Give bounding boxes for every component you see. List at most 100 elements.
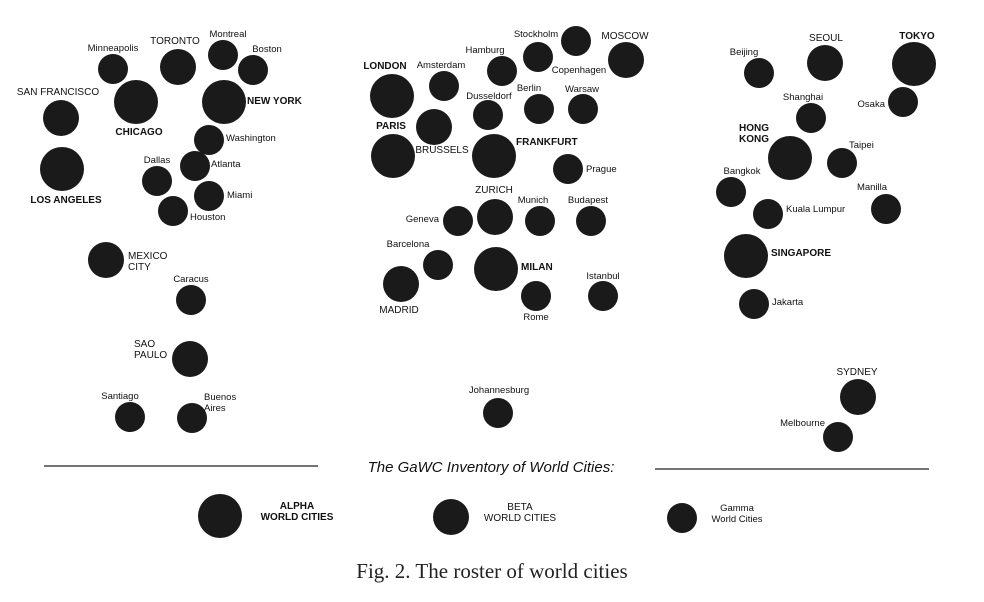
city-munich: Munich <box>518 195 555 236</box>
city-label: Barcelona <box>387 239 430 250</box>
legend-item-gamma: Gamma World Cities <box>667 503 763 533</box>
legend-label-alpha: ALPHA WORLD CITIES <box>261 501 334 523</box>
city-singapore: SINGAPORE <box>724 234 831 278</box>
city-label: CHICAGO <box>115 127 162 138</box>
city-dot-gamma <box>753 199 783 229</box>
legend-item-alpha: ALPHA WORLD CITIES <box>198 494 334 538</box>
city-geneva: Geneva <box>406 206 473 236</box>
city-label: Shanghai <box>783 92 823 103</box>
city-budapest: Budapest <box>568 195 609 236</box>
city-label: ZURICH <box>475 185 513 196</box>
city-dot-gamma <box>888 87 918 117</box>
city-kuala-lumpur: Kuala Lumpur <box>753 199 845 229</box>
city-brussels: BRUSSELS <box>415 109 469 156</box>
city-copenhagen: Copenhagen <box>523 42 606 76</box>
city-label: NEW YORK <box>247 96 303 107</box>
city-manilla: Manilla <box>857 182 901 224</box>
city-dot-gamma <box>208 40 238 70</box>
city-label: MADRID <box>379 305 418 316</box>
city-dot-gamma <box>180 151 210 181</box>
city-label: Bangkok <box>724 166 761 177</box>
city-san-francisco: SAN FRANCISCO <box>17 87 99 136</box>
city-label: Budapest <box>568 195 609 206</box>
legend-label-beta: BETA WORLD CITIES <box>484 502 557 524</box>
city-sydney: SYDNEY <box>836 367 878 415</box>
city-dot-gamma <box>553 154 583 184</box>
city-minneapolis: Minneapolis <box>88 43 139 84</box>
city-dot-gamma <box>744 58 774 88</box>
city-label: MOSCOW <box>601 31 649 42</box>
city-beijing: Beijing <box>730 47 774 88</box>
city-dot-gamma <box>483 398 513 428</box>
city-label: LONDON <box>363 61 406 72</box>
city-dot-alpha <box>472 134 516 178</box>
city-dot-alpha <box>371 134 415 178</box>
city-tokyo: TOKYO <box>892 31 936 86</box>
city-amsterdam: Amsterdam <box>417 60 465 101</box>
city-dot-beta <box>807 45 843 81</box>
city-label: Osaka <box>858 99 886 110</box>
city-dot-gamma <box>521 281 551 311</box>
city-taipei: Taipei <box>827 140 874 178</box>
city-dot-gamma <box>238 55 268 85</box>
city-label: Copenhagen <box>552 65 606 76</box>
city-dots: Minneapolis TORONTO Montreal Boston SAN FRAN… <box>17 26 936 452</box>
city-moscow: MOSCOW <box>601 31 649 78</box>
city-montreal: Montreal <box>208 29 246 70</box>
city-dot-gamma <box>487 56 517 86</box>
city-label: Berlin <box>517 83 541 94</box>
city-rome: Rome <box>521 281 551 323</box>
city-santiago: Santiago <box>101 391 145 432</box>
city-istanbul: Istanbul <box>586 271 620 311</box>
city-sao-paulo: SAO PAULO <box>134 339 208 377</box>
city-new-york: NEW YORK <box>202 80 303 124</box>
city-dot-gamma <box>524 94 554 124</box>
figure-caption: Fig. 2. The roster of world cities <box>356 559 628 583</box>
city-dot-gamma <box>739 289 769 319</box>
city-dot-gamma <box>142 166 172 196</box>
city-dot-gamma <box>523 42 553 72</box>
city-dot-alpha <box>768 136 812 180</box>
city-dot-gamma <box>716 177 746 207</box>
legend-rules: The GaWC Inventory of World Cities: <box>44 459 929 476</box>
city-jakarta: Jakarta <box>739 289 804 319</box>
city-label: Taipei <box>849 140 874 151</box>
city-dot-alpha <box>892 42 936 86</box>
city-label: Boston <box>252 44 282 55</box>
city-barcelona: Barcelona <box>387 239 453 280</box>
city-dot-beta <box>416 109 452 145</box>
city-johannesburg: Johannesburg <box>469 385 529 428</box>
city-label: TOKYO <box>899 31 935 42</box>
city-label: SAO PAULO <box>134 339 167 361</box>
city-stockholm: Stockholm <box>514 26 591 56</box>
city-dot-alpha <box>114 80 158 124</box>
city-dot-gamma <box>827 148 857 178</box>
city-label: Dallas <box>144 155 171 166</box>
city-dot-gamma <box>443 206 473 236</box>
city-los-angeles: LOS ANGELES <box>30 147 102 206</box>
city-label: Minneapolis <box>88 43 139 54</box>
legend: ALPHA WORLD CITIES BETA WORLD CITIES Gamma Wo… <box>198 494 763 538</box>
city-toronto: TORONTO <box>150 36 200 85</box>
city-dot-beta <box>608 42 644 78</box>
city-dot-beta <box>172 341 208 377</box>
city-dot-gamma <box>823 422 853 452</box>
city-label: Montreal <box>210 29 247 40</box>
city-dot-alpha <box>40 147 84 191</box>
city-dot-alpha <box>202 80 246 124</box>
city-label: Kuala Lumpur <box>786 204 845 215</box>
city-dot-gamma <box>423 250 453 280</box>
legend-title: The GaWC Inventory of World Cities: <box>368 459 615 476</box>
city-dot-gamma <box>115 402 145 432</box>
city-label: Hamburg <box>465 45 504 56</box>
city-dot-beta <box>43 100 79 136</box>
city-dot-gamma <box>568 94 598 124</box>
city-dallas: Dallas <box>142 155 172 196</box>
city-label: SAN FRANCISCO <box>17 87 99 98</box>
city-dot-gamma <box>158 196 188 226</box>
city-washington: Washington <box>194 125 276 155</box>
city-atlanta: Atlanta <box>180 151 241 181</box>
city-dot-gamma <box>588 281 618 311</box>
